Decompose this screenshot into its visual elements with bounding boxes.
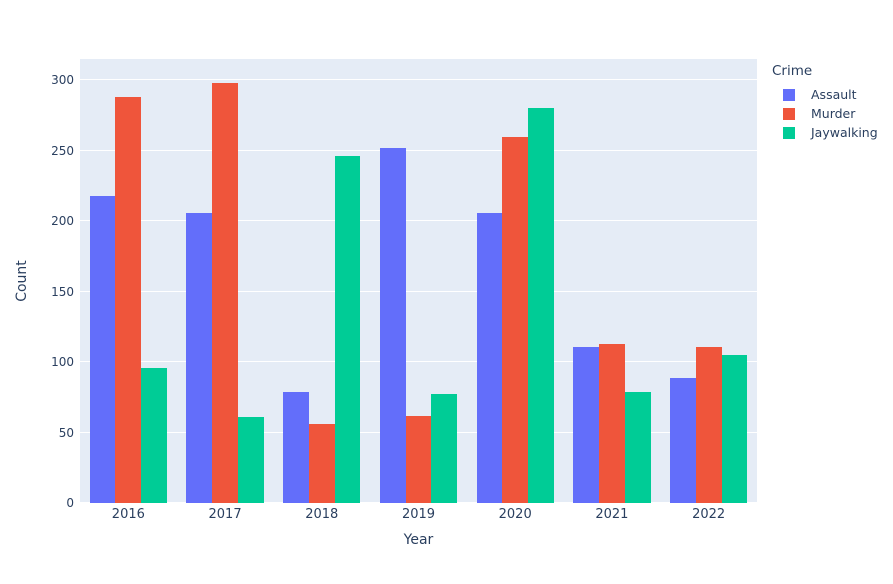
legend-title: Crime [772, 63, 813, 79]
legend-label-assault: Assault [811, 87, 857, 102]
bar-jaywalking-2019[interactable] [431, 394, 458, 503]
bar-murder-2020[interactable] [502, 136, 529, 503]
legend-swatch-assault [783, 88, 795, 101]
gridline-200 [80, 220, 757, 222]
legend-swatch-jaywalking [783, 126, 795, 139]
bar-murder-2021[interactable] [599, 343, 625, 503]
y-tick-200: 200 [51, 214, 74, 229]
bar-jaywalking-2018[interactable] [334, 156, 361, 503]
x-tick-2022: 2022 [692, 507, 726, 522]
bar-jaywalking-2020[interactable] [528, 108, 554, 503]
legend-item-assault[interactable]: Assault [772, 85, 878, 104]
bar-murder-2017[interactable] [212, 82, 238, 503]
x-tick-2017: 2017 [208, 507, 242, 522]
bar-jaywalking-2021[interactable] [624, 391, 651, 503]
bar-murder-2016[interactable] [115, 97, 142, 503]
bar-murder-2018[interactable] [308, 424, 335, 503]
legend-items: Assault Murder Jaywalking [772, 85, 878, 142]
x-tick-2016: 2016 [111, 507, 145, 522]
legend-label-jaywalking: Jaywalking [811, 125, 878, 140]
y-tick-50: 50 [58, 425, 74, 440]
legend-label-murder: Murder [811, 106, 856, 121]
bar-assault-2016[interactable] [89, 195, 116, 503]
x-tick-2020: 2020 [498, 507, 532, 522]
bar-assault-2019[interactable] [379, 147, 406, 503]
x-tick-2019: 2019 [401, 507, 436, 522]
bar-murder-2022[interactable] [695, 346, 722, 503]
gridline-300 [80, 79, 757, 81]
gridline-150 [80, 290, 757, 292]
bar-assault-2020[interactable] [476, 212, 503, 503]
legend-item-murder[interactable]: Murder [772, 104, 878, 123]
y-tick-250: 250 [51, 143, 74, 158]
legend-swatch-murder [783, 107, 795, 120]
bar-murder-2019[interactable] [405, 415, 432, 503]
bar-jaywalking-2022[interactable] [721, 355, 748, 503]
legend: Crime Assault Murder Jaywalking [772, 63, 878, 142]
bar-assault-2017[interactable] [186, 212, 213, 503]
plot-area [80, 59, 757, 503]
x-axis-title: Year [403, 532, 434, 548]
legend-item-jaywalking[interactable]: Jaywalking [772, 123, 878, 142]
y-tick-300: 300 [51, 73, 74, 88]
y-tick-150: 150 [51, 284, 74, 299]
x-tick-2018: 2018 [305, 507, 339, 522]
gridline-100 [80, 361, 757, 363]
y-tick-0: 0 [66, 496, 74, 510]
x-tick-2021: 2021 [595, 507, 629, 522]
y-tick-100: 100 [51, 355, 74, 370]
bar-jaywalking-2016[interactable] [141, 367, 168, 503]
bar-assault-2018[interactable] [283, 391, 309, 503]
bar-assault-2022[interactable] [669, 377, 696, 503]
bar-jaywalking-2017[interactable] [237, 417, 264, 503]
bar-assault-2021[interactable] [573, 346, 600, 503]
gridline-250 [80, 149, 757, 151]
